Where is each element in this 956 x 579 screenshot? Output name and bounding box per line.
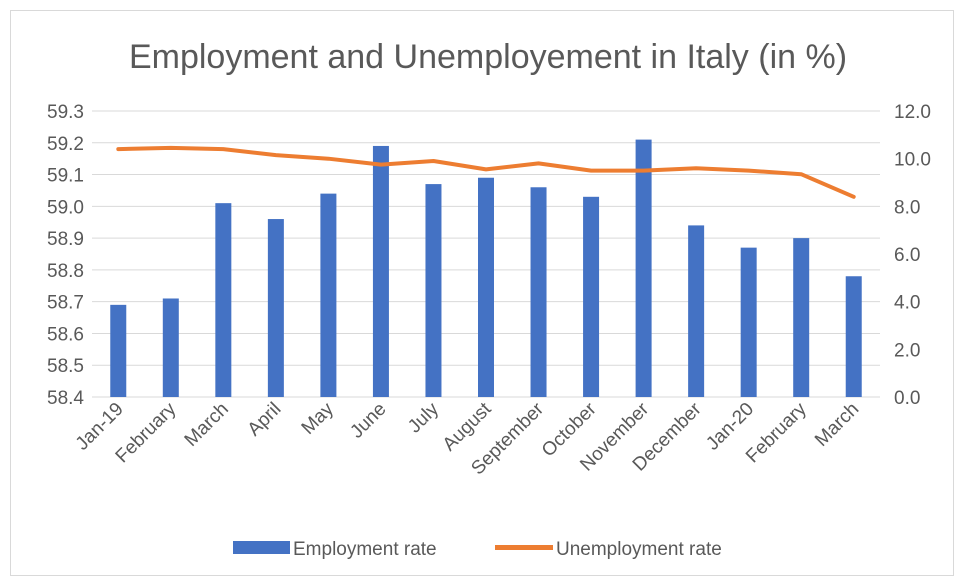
unemployment-line	[116, 145, 856, 199]
employment-bar	[845, 276, 862, 397]
employment-bar	[740, 247, 757, 397]
right-axis-ticks: 0.0 2.0 4.0 6.0 8.0 10.0 12.0	[894, 102, 931, 409]
x-tick-label: May	[298, 398, 339, 439]
chart-title: Employment and Unemployement in Italy (i…	[129, 38, 847, 76]
employment-bar	[688, 225, 705, 397]
employment-bar	[583, 196, 600, 397]
left-tick-label: 58.8	[47, 261, 84, 282]
left-tick-label: 59.3	[47, 102, 84, 123]
employment-bar	[320, 193, 337, 397]
left-tick-label: 59.1	[47, 166, 84, 187]
legend-swatch-employment	[233, 541, 290, 554]
employment-bars	[110, 139, 862, 397]
right-tick-label: 8.0	[894, 197, 920, 218]
left-tick-label: 58.9	[47, 229, 84, 250]
employment-bar	[478, 177, 494, 397]
left-tick-label: 58.5	[47, 356, 84, 377]
left-tick-label: 58.6	[47, 324, 84, 345]
right-tick-label: 10.0	[894, 150, 931, 171]
left-tick-label: 59.0	[47, 197, 84, 218]
legend-label-unemployment: Unemployment rate	[556, 539, 722, 560]
right-tick-label: 0.0	[894, 388, 920, 409]
employment-bar	[110, 304, 127, 397]
left-tick-label: 59.2	[47, 134, 84, 155]
employment-bar	[215, 203, 232, 397]
x-tick-label: July	[404, 398, 443, 437]
unemployment-series-line	[116, 145, 856, 199]
right-tick-label: 6.0	[894, 245, 920, 266]
employment-bar	[162, 298, 179, 397]
left-axis-ticks: 58.4 58.5 58.6 58.7 58.8 58.9 59.0 59.1 59.2 59.3	[47, 102, 84, 409]
left-tick-label: 58.7	[47, 293, 84, 314]
employment-bar	[425, 184, 442, 397]
right-tick-label: 12.0	[894, 102, 931, 123]
legend-label-employment: Employment rate	[293, 539, 437, 560]
right-tick-label: 2.0	[894, 340, 920, 361]
employment-bar	[635, 139, 652, 397]
right-tick-label: 4.0	[894, 293, 920, 314]
employment-bar	[267, 219, 284, 397]
legend: Employment rate Unemployment rate	[233, 539, 722, 560]
left-tick-label: 58.4	[47, 388, 84, 409]
employment-bar	[793, 238, 810, 397]
x-tick-label: April	[244, 399, 286, 441]
x-tick-label: March	[181, 399, 233, 451]
employment-bar	[530, 187, 547, 397]
x-tick-label: March	[811, 399, 863, 451]
x-tick-label: June	[346, 399, 390, 443]
legend-swatch-unemployment	[495, 545, 553, 550]
employment-bar	[372, 145, 389, 397]
